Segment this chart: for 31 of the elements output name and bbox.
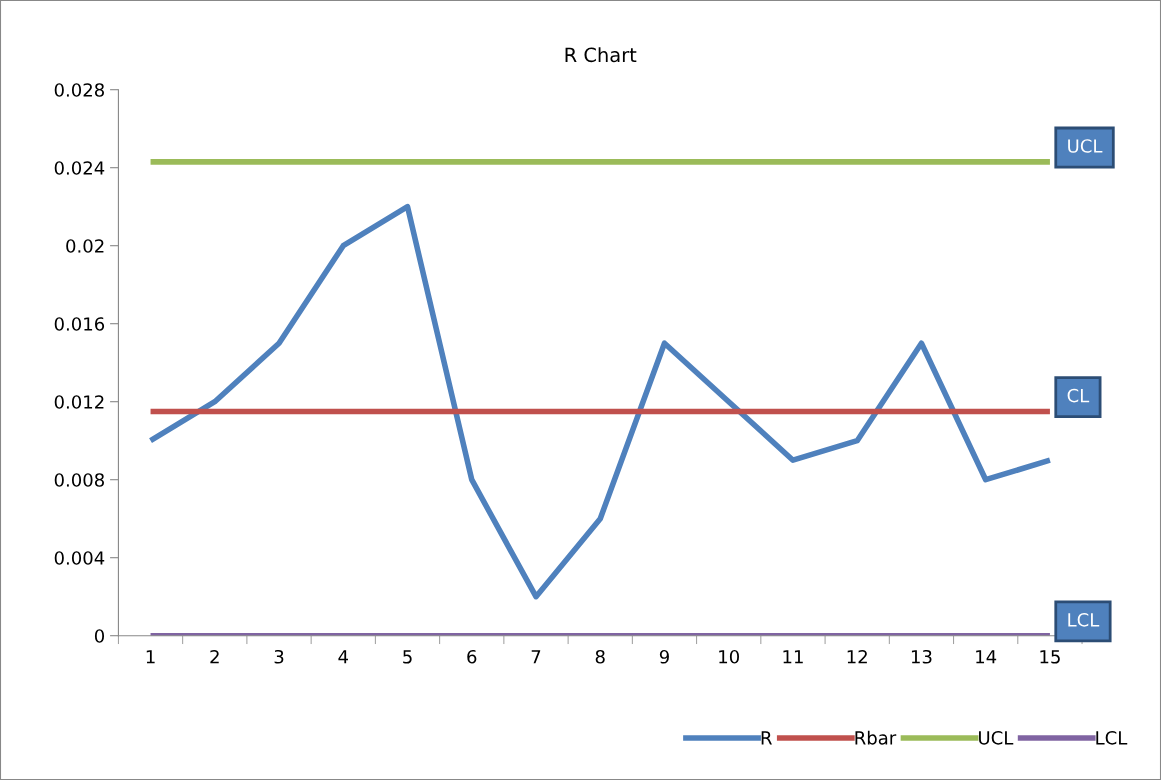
x-tick-label: 4 xyxy=(338,650,348,664)
x-tick-label: 13 xyxy=(911,649,932,664)
x-tick-label: 12 xyxy=(847,649,867,664)
x-tick-label: 6 xyxy=(467,649,477,664)
y-tick-label: 0 xyxy=(94,629,105,643)
x-tick-label: 11 xyxy=(783,650,803,664)
y-tick-label: 0.008 xyxy=(54,473,104,487)
y-tick-label: 0.012 xyxy=(54,395,104,409)
x-tick-label: 8 xyxy=(595,649,605,664)
x-tick-label: 3 xyxy=(274,649,284,664)
y-tick-label: 0.02 xyxy=(66,239,104,253)
legend-label: R xyxy=(761,731,772,745)
x-tick-label: 1 xyxy=(146,650,155,664)
x-tick-label: 2 xyxy=(210,649,219,664)
y-tick-label: 0.004 xyxy=(54,551,105,565)
legend-label: UCL xyxy=(979,730,1014,745)
annotation: LCL xyxy=(1068,612,1100,627)
legend-label: LCL xyxy=(1096,730,1128,745)
x-tick-label: 10 xyxy=(719,649,740,664)
y-tick-label: 0.024 xyxy=(54,161,105,175)
x-tick-label: 7 xyxy=(531,650,541,664)
x-tick-label: 5 xyxy=(403,650,412,664)
annotation: CL xyxy=(1067,388,1090,403)
chart-title: R Chart xyxy=(565,47,637,63)
legend-label: Rbar xyxy=(855,730,897,745)
annotation: UCL xyxy=(1068,139,1103,153)
y-tick-label: 0.028 xyxy=(54,83,104,97)
x-tick-label: 14 xyxy=(976,650,997,664)
y-tick-label: 0.016 xyxy=(54,317,105,331)
x-tick-label: 15 xyxy=(1040,650,1060,664)
x-tick-label: 9 xyxy=(659,649,669,664)
